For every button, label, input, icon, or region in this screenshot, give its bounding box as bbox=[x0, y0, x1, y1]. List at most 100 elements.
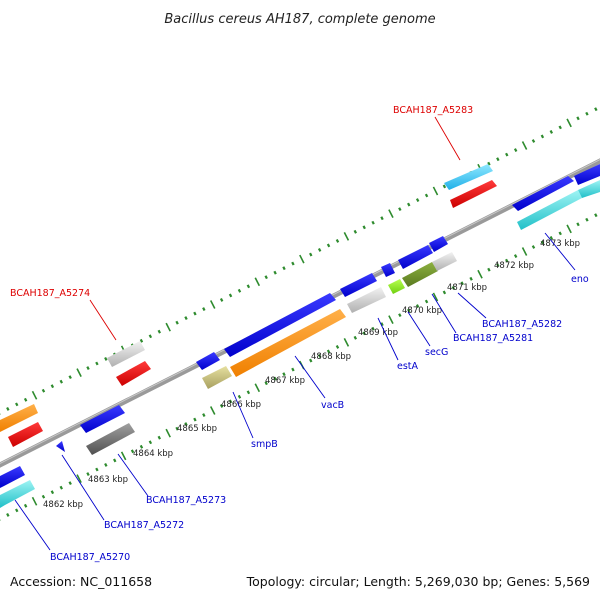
minor-tick bbox=[6, 406, 10, 411]
minor-tick bbox=[59, 379, 63, 384]
gene-label-bcah187-a5282[interactable]: BCAH187_A5282 bbox=[482, 319, 562, 330]
minor-tick bbox=[202, 413, 206, 417]
minor-tick bbox=[335, 238, 340, 243]
minor-tick bbox=[353, 229, 357, 234]
gene-arrow-blue[interactable] bbox=[574, 164, 600, 185]
gene-arrow-blue[interactable] bbox=[56, 441, 65, 452]
minor-tick bbox=[95, 361, 99, 366]
gene-arrow-khaki[interactable] bbox=[202, 366, 232, 389]
minor-tick bbox=[513, 148, 518, 153]
gene-label-vacb[interactable]: vacB bbox=[321, 400, 344, 411]
gene-label-bcah187-a5273[interactable]: BCAH187_A5273 bbox=[146, 495, 226, 506]
minor-tick bbox=[460, 281, 464, 286]
minor-tick bbox=[558, 231, 562, 236]
minor-tick bbox=[594, 213, 598, 218]
gene-arrow-cyan[interactable] bbox=[517, 190, 582, 230]
gene-label-esta[interactable]: estA bbox=[397, 361, 419, 372]
minor-tick bbox=[291, 261, 295, 266]
major-tick bbox=[566, 118, 572, 128]
kbp-label: 4868 kbp bbox=[311, 352, 351, 362]
minor-tick bbox=[576, 116, 580, 121]
minor-tick bbox=[282, 372, 286, 377]
minor-tick bbox=[398, 313, 402, 318]
minor-tick bbox=[68, 481, 72, 486]
kbp-label: 4865 kbp bbox=[177, 424, 217, 434]
minor-tick bbox=[95, 467, 99, 472]
minor-tick bbox=[23, 503, 28, 508]
major-tick bbox=[209, 300, 216, 309]
gene-arrow-blue[interactable] bbox=[429, 236, 448, 252]
leader-line bbox=[61, 454, 105, 521]
gene-arrow-dgrey[interactable] bbox=[86, 423, 135, 455]
minor-tick bbox=[86, 366, 90, 370]
gene-arrow-grey[interactable] bbox=[107, 341, 145, 367]
minor-tick bbox=[184, 316, 188, 321]
gene-arrow-red[interactable] bbox=[8, 422, 43, 447]
minor-tick bbox=[496, 157, 500, 162]
gene-arrow-cyan[interactable] bbox=[0, 480, 35, 508]
gene-label-bcah187-a5274[interactable]: BCAH187_A5274 bbox=[10, 288, 90, 299]
minor-tick bbox=[407, 308, 411, 313]
gene-label-bcah187-a5270[interactable]: BCAH187_A5270 bbox=[50, 552, 130, 563]
gene-arrow-olive[interactable] bbox=[402, 262, 438, 287]
minor-tick bbox=[202, 307, 206, 311]
minor-tick bbox=[219, 298, 224, 302]
major-tick bbox=[432, 292, 439, 302]
gene-label-bcah187-a5272[interactable]: BCAH187_A5272 bbox=[104, 520, 184, 531]
minor-tick bbox=[317, 248, 322, 252]
gene-arrow-grey[interactable] bbox=[432, 252, 457, 271]
gene-arrow-cyan[interactable] bbox=[444, 164, 493, 190]
gene-arrow-blue[interactable] bbox=[80, 405, 125, 433]
major-tick bbox=[254, 383, 261, 393]
minor-tick bbox=[291, 367, 295, 372]
minor-tick bbox=[193, 417, 197, 422]
minor-tick bbox=[104, 357, 108, 361]
gene-arrow-blue[interactable] bbox=[381, 263, 395, 277]
gene-arrow-orange[interactable] bbox=[230, 309, 346, 377]
major-tick bbox=[477, 269, 483, 279]
minor-tick bbox=[585, 111, 589, 116]
minor-tick bbox=[193, 311, 197, 316]
minor-tick bbox=[50, 490, 55, 495]
gene-arrow-cyan[interactable] bbox=[578, 180, 600, 198]
minor-tick bbox=[15, 508, 19, 513]
minor-tick bbox=[549, 129, 554, 134]
minor-tick bbox=[15, 402, 19, 407]
gene-arrow-blue[interactable] bbox=[196, 352, 220, 370]
gene-arrow-red[interactable] bbox=[450, 180, 497, 208]
kbp-labels: 4862 kbp 4863 kbp 4864 kbp 4865 kbp 4866… bbox=[43, 239, 580, 510]
gene-arrow-grey[interactable] bbox=[347, 287, 386, 313]
minor-tick bbox=[540, 240, 545, 245]
major-tick bbox=[343, 231, 350, 241]
kbp-label: 4873 kbp bbox=[540, 239, 580, 249]
minor-tick bbox=[219, 404, 224, 408]
gene-arrow-orange[interactable] bbox=[0, 404, 38, 432]
gene-label-secg[interactable]: secG bbox=[425, 347, 448, 358]
gene-arrow-red[interactable] bbox=[116, 361, 151, 386]
major-tick bbox=[432, 186, 439, 196]
gene-label-bcah187-a5281[interactable]: BCAH187_A5281 bbox=[453, 333, 533, 344]
minor-tick bbox=[41, 494, 46, 499]
gene-arrow-blue[interactable] bbox=[224, 293, 336, 357]
minor-tick bbox=[594, 107, 598, 112]
major-tick bbox=[254, 277, 261, 287]
gene-label-bcah187-a5283[interactable]: BCAH187_A5283 bbox=[393, 105, 473, 116]
gene-arrow-blue[interactable] bbox=[512, 176, 574, 211]
minor-tick bbox=[335, 344, 340, 349]
gene-arrow-lime[interactable] bbox=[388, 279, 405, 294]
gene-arrow-blue[interactable] bbox=[340, 273, 377, 297]
minor-tick bbox=[576, 222, 580, 227]
major-tick bbox=[209, 406, 216, 415]
kbp-label: 4862 kbp bbox=[43, 500, 83, 510]
gene-arrow-blue[interactable] bbox=[398, 245, 433, 269]
minor-tick bbox=[487, 267, 491, 272]
minor-tick bbox=[380, 216, 384, 221]
gene-arrow-blue[interactable] bbox=[0, 466, 25, 488]
gene-label-eno[interactable]: eno bbox=[571, 274, 589, 285]
minor-tick bbox=[531, 245, 536, 249]
leader-line bbox=[232, 391, 254, 439]
gene-label-smpb[interactable]: smpB bbox=[251, 439, 278, 450]
major-tick bbox=[388, 209, 394, 219]
minor-tick bbox=[228, 293, 233, 298]
